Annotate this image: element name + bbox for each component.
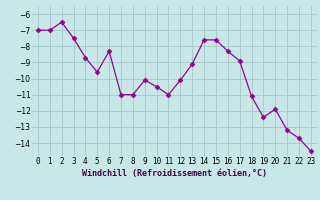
X-axis label: Windchill (Refroidissement éolien,°C): Windchill (Refroidissement éolien,°C)	[82, 169, 267, 178]
